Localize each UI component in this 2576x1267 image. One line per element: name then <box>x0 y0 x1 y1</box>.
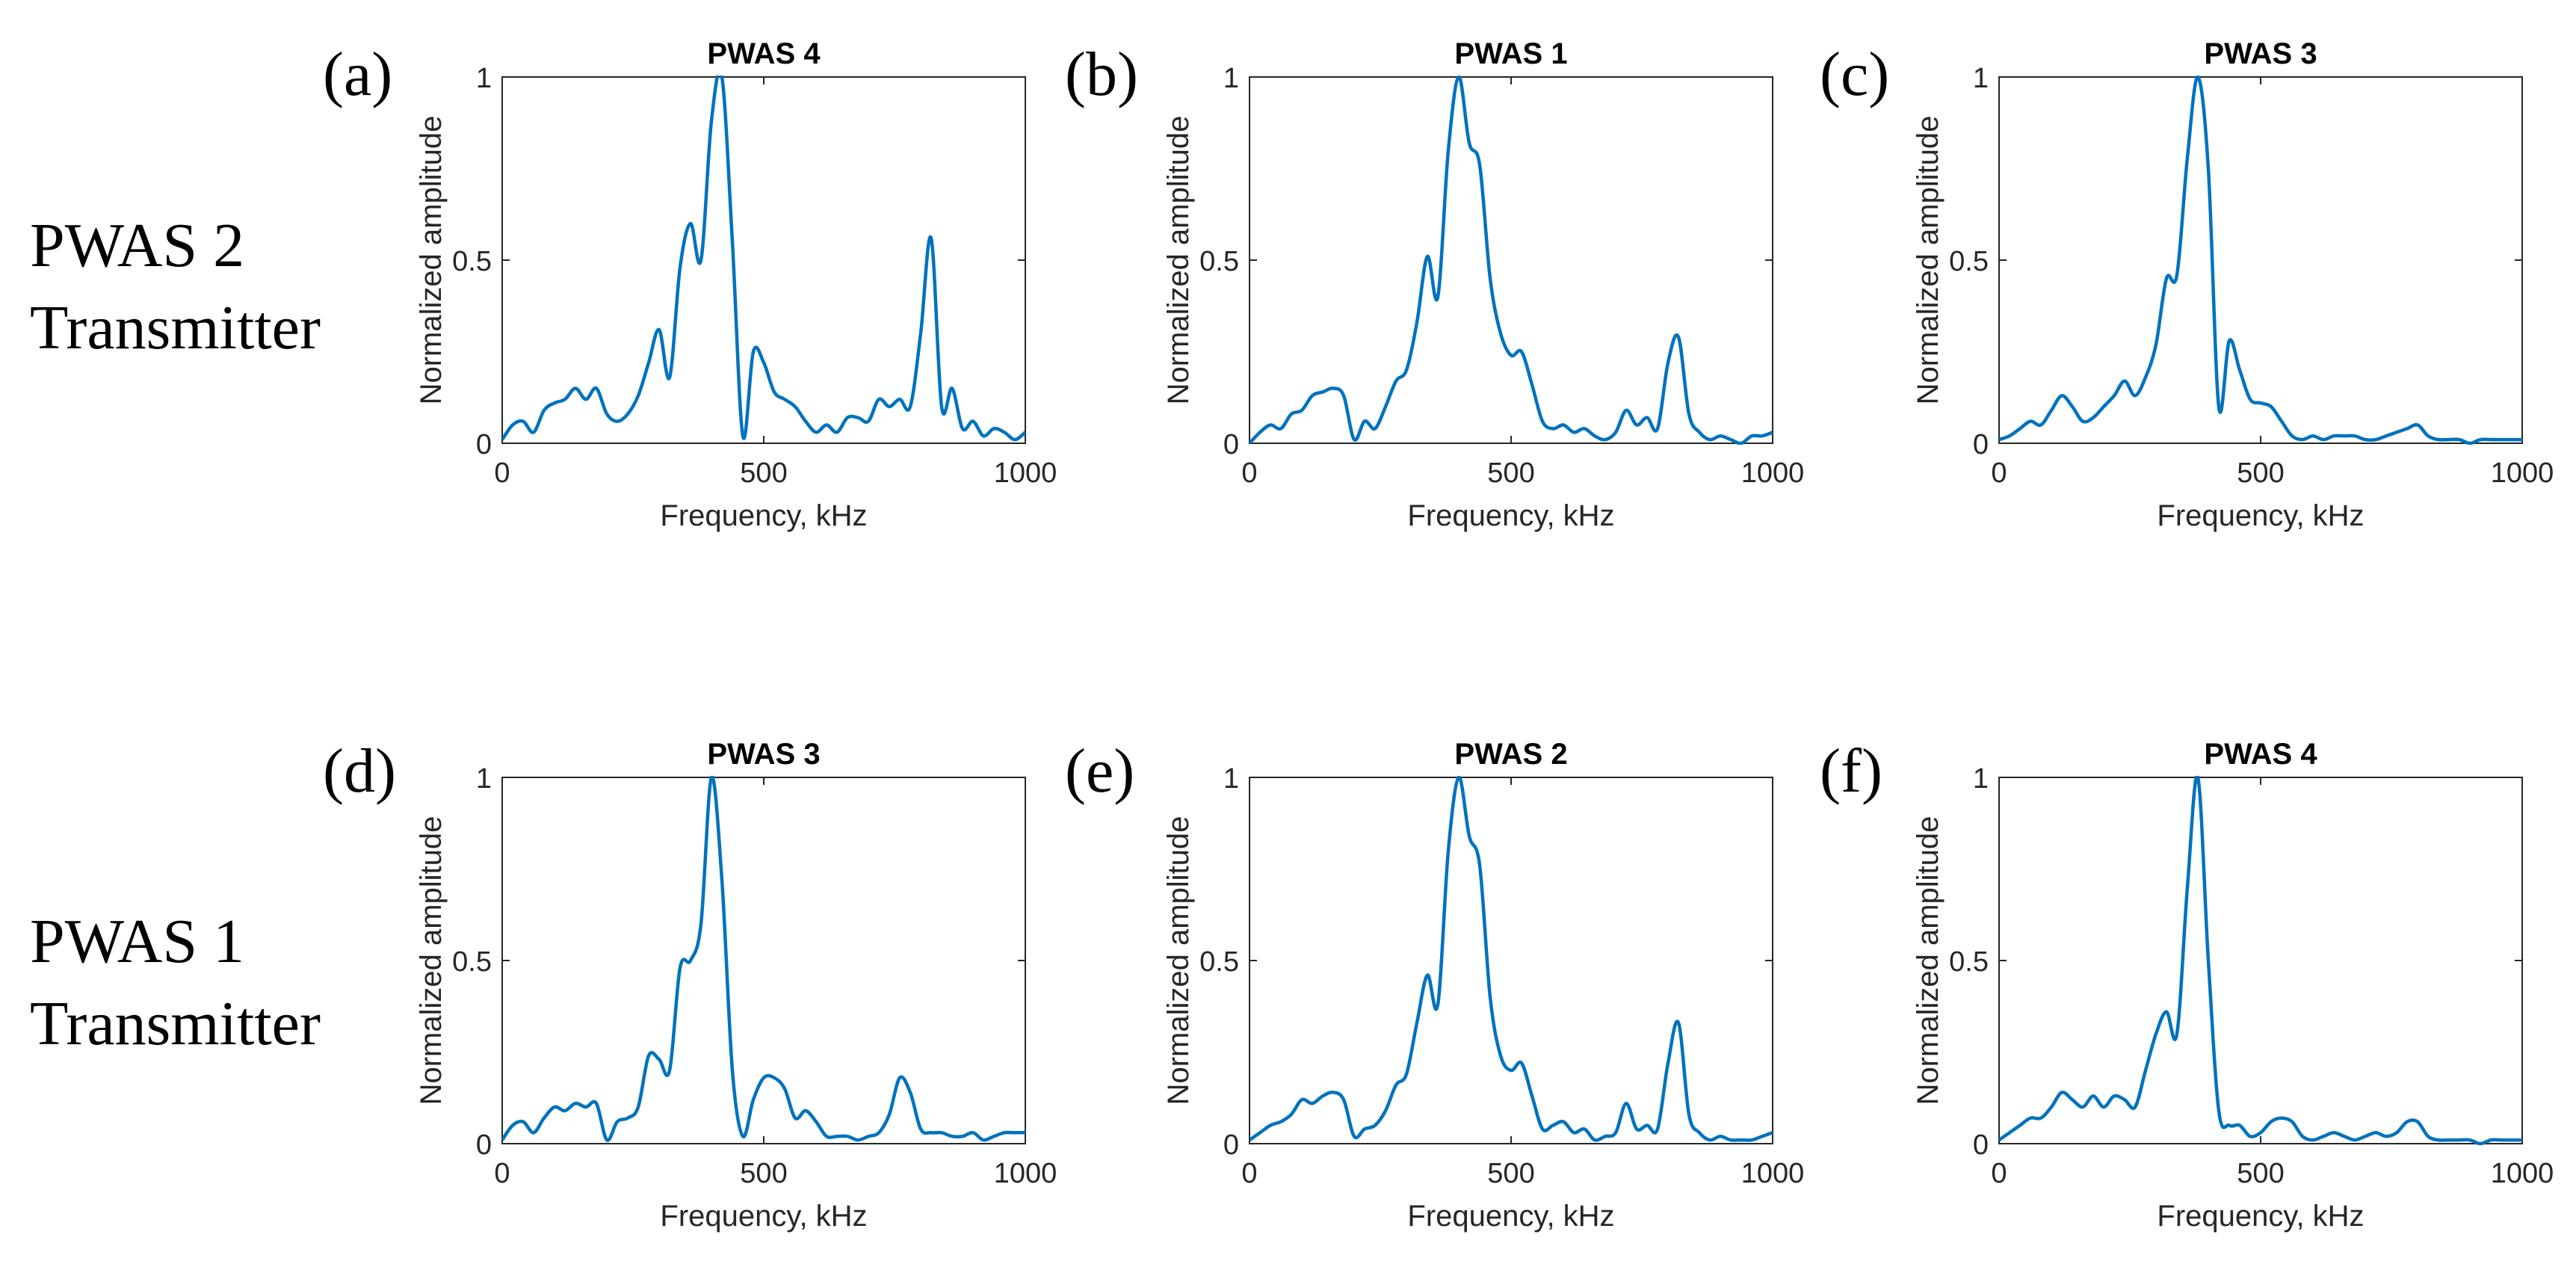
x-tick-label: 500 <box>1487 457 1534 489</box>
y-axis-label: Normalized amplitude <box>1912 816 1945 1106</box>
chart-panel-1: 0 500 1000 0 0.5 1 PWAS 4 Frequency, kHz Normali… <box>415 37 1057 532</box>
panel-letter-a: (a) <box>323 40 393 109</box>
y-tick-label: 0 <box>1973 1129 1989 1161</box>
y-axis-label: Normalized amplitude <box>1912 116 1945 405</box>
axes-box <box>501 76 1026 444</box>
row-label-bottom-line2: Transmitter <box>30 989 321 1058</box>
x-tick-label: 1000 <box>994 1158 1057 1189</box>
x-tick-label: 500 <box>1487 1158 1534 1189</box>
row-label-bottom: PWAS 1 Transmitter <box>30 901 321 1065</box>
panel-letter-c: (c) <box>1820 40 1890 109</box>
axes-box <box>1998 777 2523 1144</box>
x-tick-label: 0 <box>1991 457 2007 489</box>
chart-panel-5: 0 500 1000 0 0.5 1 PWAS 2 Frequency, kHz Normali… <box>1162 738 1804 1233</box>
chart-panel-2: 0 500 1000 0 0.5 1 PWAS 1 Frequency, kHz Normali… <box>1162 37 1804 532</box>
x-tick-label: 500 <box>2237 457 2284 489</box>
y-tick-label: 1 <box>1223 763 1239 795</box>
x-tick-label: 0 <box>1991 1158 2007 1189</box>
x-tick-label: 500 <box>740 457 787 489</box>
x-tick-label: 500 <box>2237 1158 2284 1189</box>
y-tick-label: 1 <box>476 763 492 795</box>
chart-title: PWAS 4 <box>2204 738 2317 771</box>
y-tick-label: 0 <box>476 429 492 460</box>
chart-title: PWAS 3 <box>707 738 820 771</box>
series-line <box>1250 75 1773 445</box>
y-tick-label: 0.5 <box>1949 946 1989 978</box>
x-tick-label: 0 <box>494 1158 510 1189</box>
y-tick-label: 1 <box>1223 63 1239 94</box>
y-axis-label: Normalized amplitude <box>1162 116 1195 405</box>
x-tick-label: 1000 <box>1741 457 1805 489</box>
y-tick-label: 0 <box>1973 429 1989 460</box>
y-tick-label: 0.5 <box>452 946 492 978</box>
chart-title: PWAS 2 <box>1454 738 1567 771</box>
x-tick-label: 1000 <box>2491 457 2554 489</box>
panel-letter-f: (f) <box>1820 736 1882 806</box>
axes-box <box>1249 777 1773 1144</box>
y-axis-label: Normalized amplitude <box>415 116 448 405</box>
x-axis-label: Frequency, kHz <box>2157 499 2364 532</box>
axes-box <box>1998 76 2523 444</box>
y-tick-label: 1 <box>476 63 492 94</box>
row-label-top-line1: PWAS 2 <box>30 211 245 280</box>
row-label-top: PWAS 2 Transmitter <box>30 205 321 369</box>
y-axis-label: Normalized amplitude <box>1162 816 1195 1106</box>
y-tick-label: 0 <box>1223 429 1239 460</box>
x-axis-label: Frequency, kHz <box>1407 1200 1614 1233</box>
series-line <box>502 75 1025 442</box>
chart-title: PWAS 3 <box>2204 37 2317 70</box>
x-tick-label: 0 <box>1241 457 1257 489</box>
chart-title: PWAS 1 <box>1454 37 1567 70</box>
row-label-top-line2: Transmitter <box>30 293 321 363</box>
row-label-bottom-line1: PWAS 1 <box>30 907 245 976</box>
panel-letter-e: (e) <box>1065 736 1135 806</box>
y-tick-label: 0.5 <box>1949 246 1989 277</box>
axes-box <box>501 777 1026 1144</box>
x-tick-label: 0 <box>1241 1158 1257 1189</box>
chart-panel-6: 0 500 1000 0 0.5 1 PWAS 4 Frequency, kHz Normali… <box>1912 738 2554 1233</box>
series-line <box>1999 776 2522 1145</box>
x-axis-label: Frequency, kHz <box>660 1200 867 1233</box>
y-tick-label: 0.5 <box>1199 246 1239 277</box>
x-tick-label: 0 <box>494 457 510 489</box>
y-tick-label: 0 <box>1223 1129 1239 1161</box>
panel-letter-b: (b) <box>1065 40 1138 109</box>
y-tick-label: 1 <box>1973 763 1989 795</box>
chart-title: PWAS 4 <box>707 37 821 70</box>
y-axis-label: Normalized amplitude <box>415 816 448 1106</box>
y-tick-label: 0.5 <box>452 246 492 277</box>
x-axis-label: Frequency, kHz <box>1407 499 1614 532</box>
x-tick-label: 1000 <box>2491 1158 2554 1189</box>
chart-panel-4: 0 500 1000 0 0.5 1 PWAS 3 Frequency, kHz Normali… <box>415 738 1057 1233</box>
panel-letter-d: (d) <box>323 736 396 806</box>
x-tick-label: 1000 <box>1741 1158 1805 1189</box>
chart-panel-3: 0 500 1000 0 0.5 1 PWAS 3 Frequency, kHz Normali… <box>1912 37 2554 532</box>
y-tick-label: 0 <box>476 1129 492 1161</box>
y-tick-label: 0.5 <box>1199 946 1239 978</box>
series-line <box>502 776 1025 1142</box>
series-line <box>1999 75 2522 445</box>
x-axis-label: Frequency, kHz <box>660 499 867 532</box>
x-tick-label: 500 <box>740 1158 787 1189</box>
y-tick-label: 1 <box>1973 63 1989 94</box>
x-axis-label: Frequency, kHz <box>2157 1200 2364 1233</box>
series-line <box>1250 776 1773 1142</box>
x-tick-label: 1000 <box>994 457 1057 489</box>
